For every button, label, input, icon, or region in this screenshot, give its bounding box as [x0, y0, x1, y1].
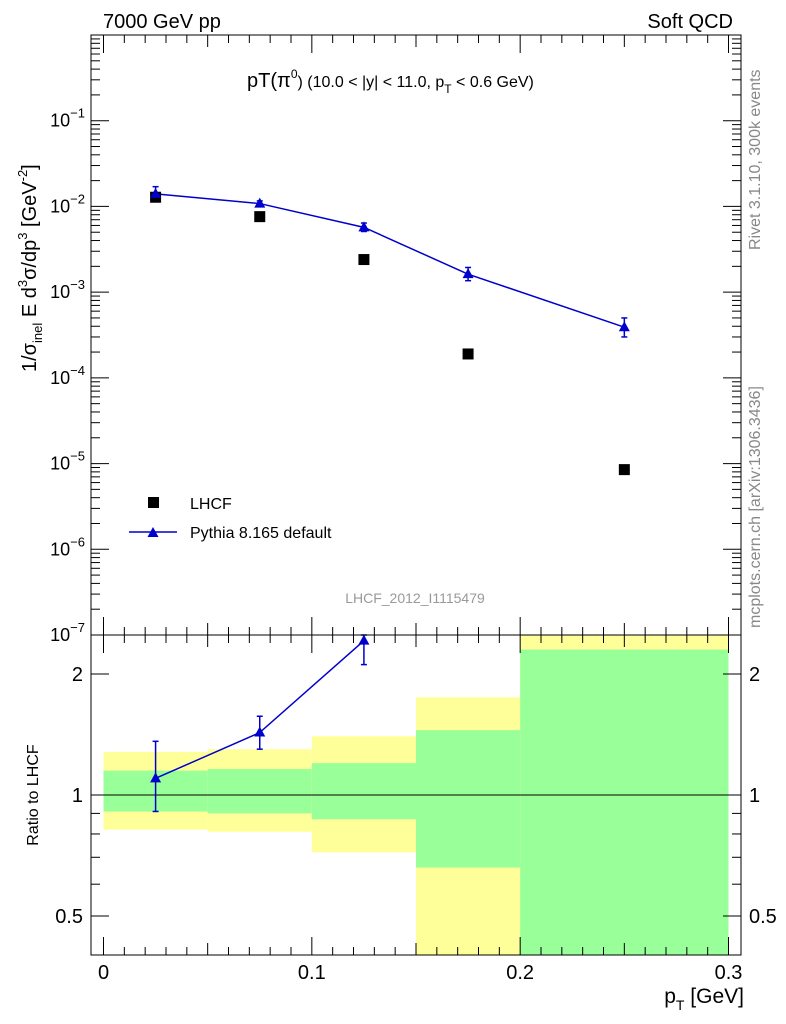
- ratio-ytick-label-left: 0.5: [55, 906, 83, 928]
- title-rest: ) (10.0 < |y| < 11.0, p: [298, 74, 445, 91]
- legend-label-lhcf: LHCF: [190, 496, 232, 513]
- ratio-ylabel: Ratio to LHCF: [25, 744, 42, 846]
- ratio-ytick-label-left: 1: [72, 785, 83, 807]
- lhcf-point: [254, 211, 266, 223]
- xlabel-main: p: [664, 985, 676, 1008]
- xlabel-unit: [GeV]: [684, 985, 744, 1008]
- analysis-watermark: LHCF_2012_I1115479: [345, 590, 485, 606]
- title-main: pT(π: [247, 70, 291, 92]
- xlabel-sub: T: [676, 997, 685, 1013]
- xtick-label: 0: [98, 962, 109, 984]
- xtick-label: 0.1: [298, 962, 326, 984]
- header-right: Soft QCD: [647, 11, 733, 33]
- ratio-ytick-label-left: 2: [72, 664, 83, 686]
- ratio-point: [358, 634, 370, 645]
- ratio-ytick-label-right: 1: [749, 785, 760, 807]
- title-sup: 0: [291, 67, 298, 81]
- header-left: 7000 GeV pp: [103, 11, 221, 33]
- title-end: < 0.6 GeV): [452, 74, 534, 91]
- ratio-band-green-3: [416, 730, 521, 868]
- lhcf-point: [358, 254, 370, 266]
- rivet-label: Rivet 3.1.10, 300k events: [747, 69, 764, 250]
- legend: LHCF Pythia 8.165 default: [129, 496, 332, 542]
- pythia-point: [358, 221, 370, 232]
- frames: 10−710−610−510−410−310−210−10 0.1 0.2 0.30.…: [50, 34, 777, 984]
- ratio-point: [150, 772, 162, 783]
- lhcf-point: [462, 348, 474, 360]
- main-panel-content: [150, 185, 630, 476]
- ratio-ytick-label-right: 2: [749, 664, 760, 686]
- ratio-band-green-2: [311, 763, 416, 820]
- ratio-panel: [91, 634, 741, 813]
- main-title: pT(π0) (10.0 < |y| < 11.0, pT < 0.6 GeV): [247, 67, 534, 96]
- ratio-band-green-1: [207, 769, 312, 814]
- ratio-point: [254, 726, 266, 737]
- lhcf-point: [618, 464, 630, 476]
- xlabel: pT [GeV]: [664, 985, 744, 1013]
- ratio-ytick-label-right: 0.5: [749, 906, 777, 928]
- pythia-point: [618, 321, 630, 332]
- legend-marker-lhcf: [148, 497, 159, 508]
- pythia-point: [254, 197, 266, 208]
- legend-marker-pythia: [147, 527, 159, 537]
- xtick-label: 0.2: [506, 962, 534, 984]
- pythia-point: [462, 268, 474, 279]
- mcplots-label: mcplots.cern.ch [arXiv:1306.3436]: [747, 386, 764, 628]
- pythia-point: [150, 187, 162, 198]
- ratio-band-green-4: [520, 649, 729, 955]
- ratio-bands: [103, 635, 729, 955]
- title-sub: T: [444, 82, 452, 96]
- xtick-label: 0.3: [715, 962, 743, 984]
- main-ytick-label: 10−6: [50, 534, 85, 559]
- legend-label-pythia: Pythia 8.165 default: [190, 525, 332, 542]
